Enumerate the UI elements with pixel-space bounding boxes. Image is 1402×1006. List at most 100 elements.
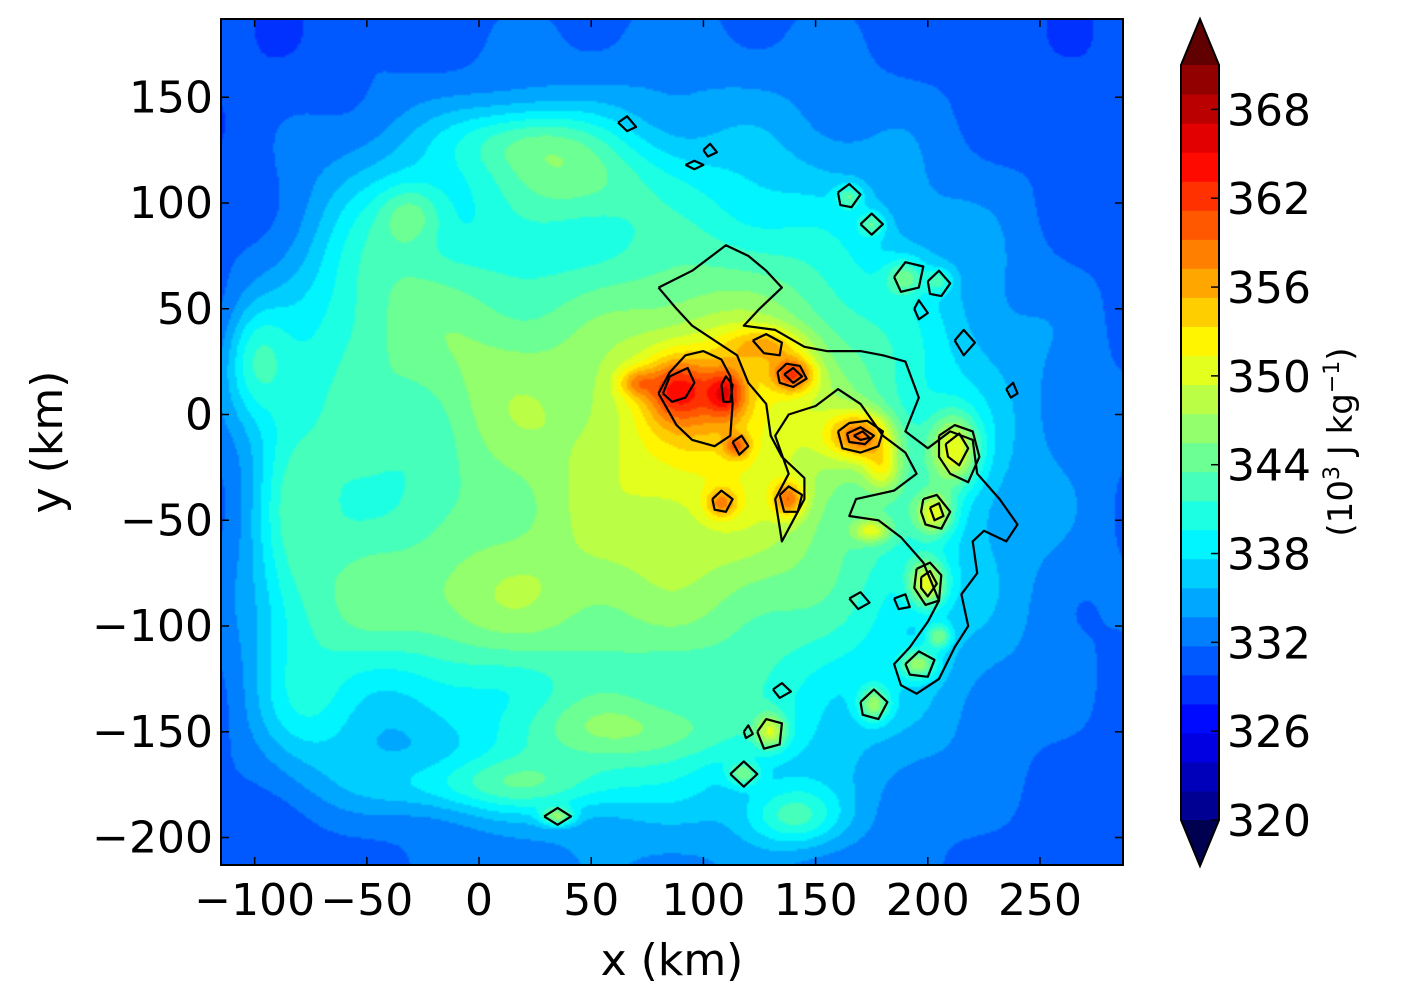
colorbar-segment bbox=[1181, 761, 1219, 792]
y-tick-label: 50 bbox=[157, 284, 213, 335]
colorbar-ticks: 320 326 332 338 344 350 356 362 368 bbox=[1211, 85, 1311, 847]
colorbar-extend-max bbox=[1181, 19, 1219, 65]
colorbar-tick-label: 320 bbox=[1227, 796, 1311, 847]
x-tick-label: 0 bbox=[465, 875, 493, 926]
contour-line bbox=[756, 717, 784, 750]
colorbar-segment bbox=[1181, 529, 1219, 560]
contour-line bbox=[772, 681, 793, 700]
contour-line bbox=[953, 328, 977, 357]
colorbar-segment bbox=[1181, 616, 1219, 647]
colorbar-segment bbox=[1181, 471, 1219, 502]
contour-line bbox=[859, 688, 889, 721]
contour-line bbox=[617, 115, 638, 133]
contour-layer bbox=[543, 115, 1019, 826]
colorbar-segment bbox=[1181, 500, 1219, 531]
y-axis: −200 −150 −100 −50 0 50 100 150 bbox=[92, 72, 1123, 864]
contour-line bbox=[711, 489, 734, 513]
x-tick-label: −50 bbox=[320, 875, 413, 926]
contour-line bbox=[893, 593, 911, 611]
y-axis-label: y (km) bbox=[22, 371, 73, 514]
colorbar-segment bbox=[1181, 790, 1219, 821]
colorbar-tick-label: 350 bbox=[1227, 352, 1311, 403]
colorbar-tick-label: 362 bbox=[1227, 174, 1311, 225]
contour-line bbox=[937, 424, 981, 484]
contour-line bbox=[944, 432, 970, 467]
y-tick-label: 150 bbox=[129, 72, 213, 123]
contour-line bbox=[926, 269, 952, 298]
colorbar-segment bbox=[1181, 268, 1219, 298]
contour-line bbox=[893, 261, 925, 293]
colorbar bbox=[1180, 16, 1220, 869]
contour-line bbox=[859, 212, 885, 236]
x-tick-label: −100 bbox=[194, 875, 315, 926]
colorbar-segment bbox=[1181, 558, 1219, 589]
contour-line bbox=[1005, 381, 1019, 399]
colorbar-segment bbox=[1181, 210, 1219, 240]
contour-line bbox=[919, 569, 938, 598]
x-tick-label: 150 bbox=[774, 875, 858, 926]
colorbar-extend-min bbox=[1181, 820, 1219, 866]
y-tick-label: −50 bbox=[120, 495, 213, 546]
contour-line bbox=[720, 375, 734, 403]
heatmap-field bbox=[221, 19, 1123, 865]
contour-line bbox=[742, 724, 754, 740]
colorbar-segment bbox=[1181, 297, 1219, 327]
x-tick-label: 200 bbox=[886, 875, 970, 926]
contour-line bbox=[853, 430, 871, 441]
colorbar-tick-label: 338 bbox=[1227, 530, 1311, 581]
colorbar-segment bbox=[1181, 587, 1219, 618]
contour-line bbox=[904, 650, 936, 678]
colorbar-segment bbox=[1181, 442, 1219, 473]
colorbar-segment bbox=[1181, 239, 1219, 269]
contour-line bbox=[845, 426, 876, 446]
colorbar-label: (103 J kg−1) bbox=[1320, 347, 1361, 536]
plot-frame bbox=[220, 18, 1124, 866]
colorbar-segment bbox=[1181, 732, 1219, 763]
y-tick-label: 100 bbox=[129, 178, 213, 229]
x-tick-label: 50 bbox=[563, 875, 619, 926]
contour-line bbox=[776, 362, 808, 389]
y-tick-label: −200 bbox=[92, 813, 213, 864]
contour-line bbox=[836, 182, 862, 209]
contour-line bbox=[543, 806, 573, 826]
colorbar-tick-label: 332 bbox=[1227, 618, 1311, 669]
contour-line bbox=[783, 366, 804, 384]
colorbar-segment bbox=[1181, 645, 1219, 676]
colorbar-segment bbox=[1181, 65, 1219, 95]
plot-area bbox=[220, 18, 1124, 866]
contour-line bbox=[729, 760, 759, 788]
contour-line bbox=[751, 333, 784, 357]
colorbar-tick-label: 368 bbox=[1227, 85, 1311, 136]
contour-line bbox=[848, 591, 871, 611]
x-tick-label: 250 bbox=[998, 875, 1082, 926]
contour-line bbox=[702, 142, 719, 158]
y-tick-label: −150 bbox=[92, 707, 213, 758]
colorbar-segment bbox=[1181, 355, 1219, 386]
colorbar-segment bbox=[1181, 181, 1219, 211]
colorbar-segment bbox=[1181, 152, 1219, 182]
colorbar-segment bbox=[1181, 123, 1219, 153]
contour-line bbox=[731, 434, 750, 456]
contour-line bbox=[913, 299, 929, 321]
colorbar-tick-label: 326 bbox=[1227, 707, 1311, 758]
x-axis-label: x (km) bbox=[601, 935, 744, 986]
x-axis: −100 −50 0 50 100 150 200 250 bbox=[194, 19, 1082, 926]
contour-line bbox=[778, 485, 804, 513]
contour-line bbox=[928, 502, 945, 522]
colorbar-segment bbox=[1181, 674, 1219, 705]
colorbar-tick-label: 356 bbox=[1227, 263, 1311, 314]
contour-line bbox=[685, 159, 705, 171]
y-tick-label: 0 bbox=[185, 390, 213, 441]
colorbar-segment bbox=[1181, 413, 1219, 444]
colorbar-segment bbox=[1181, 326, 1219, 356]
x-tick-label: 100 bbox=[661, 875, 745, 926]
contour-line bbox=[919, 493, 952, 530]
contour-line bbox=[657, 244, 1019, 695]
contour-line bbox=[661, 366, 696, 403]
contour-line bbox=[836, 419, 885, 454]
colorbar-segment bbox=[1181, 703, 1219, 734]
colorbar-tick-label: 344 bbox=[1227, 441, 1311, 492]
colorbar-segment bbox=[1181, 384, 1219, 415]
contour-line bbox=[913, 561, 943, 607]
